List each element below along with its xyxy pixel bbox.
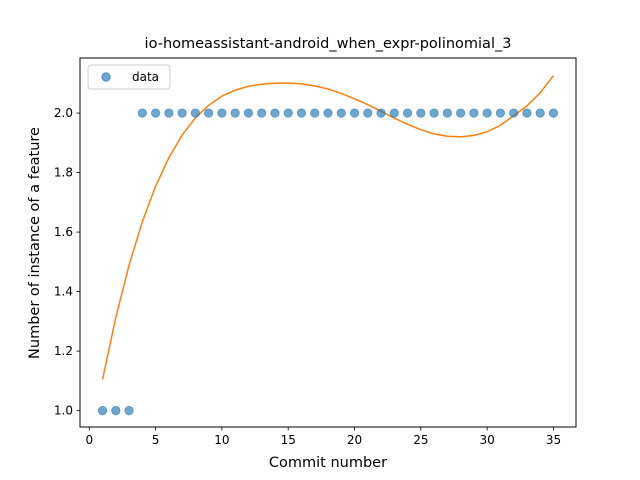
- x-axis-label: Commit number: [269, 455, 387, 471]
- chart-title: io-homeassistant-android_when_expr-polin…: [145, 36, 512, 52]
- data-point: [323, 108, 333, 118]
- x-tick-label: 35: [546, 433, 561, 447]
- data-point: [257, 108, 267, 118]
- data-point: [548, 108, 559, 118]
- y-tick-label: 1.4: [54, 285, 73, 299]
- data-point: [230, 108, 240, 118]
- y-tick-label: 1.8: [54, 166, 73, 180]
- data-point: [336, 108, 346, 118]
- x-tick-label: 25: [413, 433, 428, 447]
- y-axis-label: Number of instance of a feature: [27, 127, 43, 359]
- legend-marker-data: [101, 72, 111, 82]
- data-point: [124, 406, 134, 416]
- x-tick-label: 20: [347, 433, 362, 447]
- data-point: [137, 108, 147, 118]
- data-points-layer: [97, 108, 559, 416]
- data-point: [217, 108, 227, 118]
- data-point: [495, 108, 506, 118]
- data-point: [283, 108, 293, 118]
- y-tick-label: 1.6: [54, 225, 73, 239]
- x-tick-label: 10: [214, 433, 229, 447]
- fit-curve-layer: [101, 75, 555, 380]
- data-point: [522, 108, 532, 118]
- data-point: [349, 108, 360, 118]
- legend: data: [87, 64, 171, 90]
- data-point: [402, 108, 413, 118]
- x-tick-label: 0: [85, 433, 93, 447]
- data-point: [190, 108, 200, 118]
- data-point: [389, 108, 399, 118]
- axis-ticks: 0 5 10 15 20 25 30 35 1.0 1.2 1.4 1.6 1.8 2.0: [54, 106, 561, 447]
- data-point: [270, 108, 280, 118]
- data-point: [535, 108, 545, 118]
- legend-label-data: data: [132, 70, 159, 84]
- x-tick-label: 15: [281, 433, 296, 447]
- y-tick-label: 1.2: [54, 344, 73, 358]
- data-point: [243, 108, 254, 118]
- data-point: [442, 108, 452, 118]
- data-point: [416, 108, 426, 118]
- data-point: [469, 108, 479, 118]
- y-tick-label: 1.0: [54, 404, 73, 418]
- data-point: [204, 108, 214, 118]
- data-point: [111, 406, 121, 416]
- data-point: [177, 108, 187, 118]
- data-point: [150, 108, 161, 118]
- data-point: [310, 108, 320, 118]
- data-point: [429, 108, 439, 118]
- plot-frame: [79, 57, 577, 428]
- legend-box: [87, 64, 171, 90]
- data-point: [456, 108, 466, 118]
- data-point: [97, 406, 108, 416]
- x-tick-label: 30: [480, 433, 495, 447]
- fit-curve: [101, 75, 555, 380]
- x-tick-label: 5: [152, 433, 160, 447]
- data-point: [164, 108, 174, 118]
- data-point: [296, 108, 307, 118]
- y-tick-label: 2.0: [54, 106, 73, 120]
- data-point: [509, 108, 519, 118]
- data-point: [376, 108, 386, 118]
- data-point: [482, 108, 492, 118]
- data-point: [363, 108, 373, 118]
